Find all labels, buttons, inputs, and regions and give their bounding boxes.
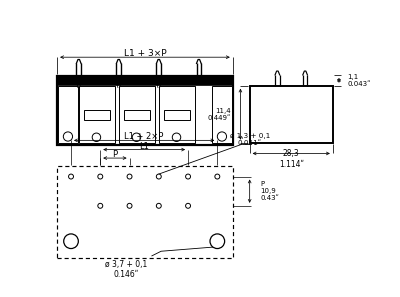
Circle shape [156, 203, 161, 208]
Circle shape [186, 174, 190, 179]
Circle shape [210, 234, 225, 249]
Text: 1,1
0.043ʺ: 1,1 0.043ʺ [348, 74, 371, 87]
Text: L1 + 3×P: L1 + 3×P [124, 49, 166, 58]
Bar [57, 166, 233, 258]
Text: L1 + 2×P: L1 + 2×P [124, 132, 164, 141]
Text: P: P [112, 151, 118, 159]
Circle shape [186, 203, 190, 208]
Circle shape [92, 133, 101, 141]
Text: 28,3
1.114ʺ: 28,3 1.114ʺ [279, 149, 304, 168]
Circle shape [215, 174, 220, 179]
Bar [119, 86, 155, 143]
Bar [159, 86, 195, 143]
Bar [212, 86, 232, 143]
Text: P
10,9
0.43ʺ: P 10,9 0.43ʺ [260, 181, 279, 201]
Circle shape [68, 174, 74, 179]
Circle shape [172, 133, 181, 141]
Circle shape [63, 132, 72, 141]
Text: L1: L1 [139, 142, 149, 151]
Bar [58, 76, 232, 85]
Bar [84, 110, 110, 120]
Bar [58, 86, 78, 143]
Text: ø 1,3 + 0,1
0.051ʺ: ø 1,3 + 0,1 0.051ʺ [230, 133, 270, 146]
Circle shape [127, 203, 132, 208]
Circle shape [127, 174, 132, 179]
Circle shape [98, 174, 103, 179]
Bar [164, 110, 190, 120]
Circle shape [132, 133, 141, 141]
Bar [79, 86, 115, 143]
Text: ø 3,7 + 0,1
0.146ʺ: ø 3,7 + 0,1 0.146ʺ [105, 260, 148, 279]
Text: 11,4
0.449ʺ: 11,4 0.449ʺ [207, 108, 230, 121]
Bar [124, 110, 150, 120]
Circle shape [156, 174, 161, 179]
Circle shape [98, 203, 103, 208]
Circle shape [217, 132, 226, 141]
Bar [57, 76, 233, 145]
Circle shape [64, 234, 78, 249]
Bar [250, 86, 333, 143]
